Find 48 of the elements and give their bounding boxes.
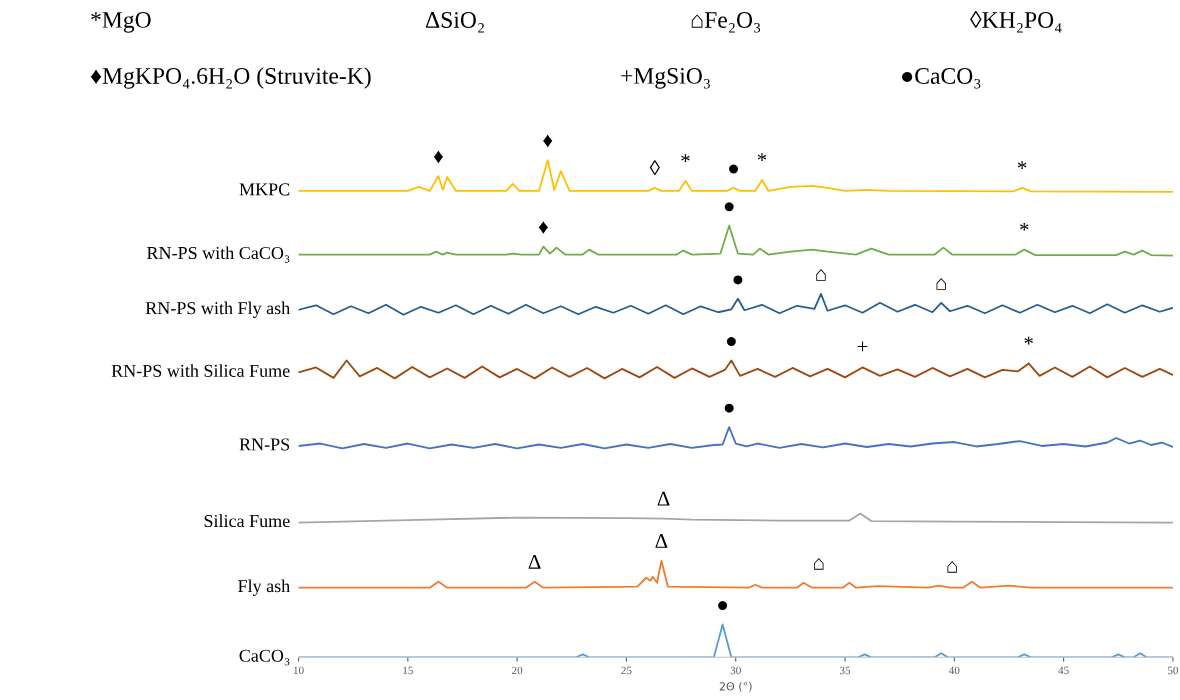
series-label: Fly ash — [238, 579, 290, 596]
series-label: RN-PS with Silica Fume — [111, 364, 290, 377]
annotation: ⌂ — [936, 278, 946, 290]
x-axis-title: 2Θ (°) — [719, 681, 752, 692]
annotation: * — [1024, 336, 1033, 345]
x-tick-label: 15 — [403, 666, 413, 675]
text: ●CaCO₃ — [902, 68, 981, 89]
annotation: ● — [729, 164, 739, 174]
annotation: Δ — [528, 554, 541, 569]
x-tick-label: 50 — [1168, 666, 1179, 675]
annotation: * — [1017, 161, 1027, 169]
annotation: Δ — [655, 534, 668, 548]
series-label: CaCO₃ — [239, 649, 290, 666]
annotation: ● — [726, 337, 736, 347]
series-label: MKPC — [239, 183, 290, 196]
x-tick-label: 45 — [1058, 666, 1069, 675]
series-label: RN-PS with CaCO₃ — [146, 246, 290, 263]
text: ◊KH₂PO₄ — [970, 11, 1062, 33]
annotation: ⌂ — [947, 560, 957, 573]
annotation: ♦ — [433, 150, 444, 164]
annotation: * — [757, 153, 767, 161]
annotation: ● — [718, 601, 728, 611]
annotation: ♦ — [543, 134, 553, 148]
text: ♦MgKPO₄.6H₂O (Struvite-K) — [90, 67, 371, 89]
x-tick-label: 20 — [512, 666, 523, 675]
annotation: + — [857, 341, 868, 352]
x-tick-label: 40 — [948, 666, 960, 675]
annotation: ◊ — [649, 160, 660, 175]
x-tick-label: 25 — [621, 666, 632, 675]
series-label: RN-PS — [239, 438, 290, 451]
text: *MgO — [91, 11, 151, 33]
annotation: ● — [724, 202, 734, 212]
text: ⌂Fe₂O₃ — [691, 12, 761, 33]
text: +MgSiO₃ — [621, 67, 710, 89]
text: ΔSiO₂ — [425, 12, 484, 33]
annotation: ♦ — [538, 221, 548, 234]
annotation: * — [1020, 222, 1029, 231]
x-tick-label: 35 — [840, 666, 851, 675]
series-label: RN-PS with Fly ash — [145, 301, 290, 318]
annotation: ⌂ — [816, 269, 826, 281]
annotation: ● — [733, 275, 743, 285]
x-tick-label: 10 — [293, 666, 304, 675]
annotation: Δ — [657, 491, 670, 506]
x-tick-label: 30 — [730, 666, 741, 675]
series-label: Silica Fume — [204, 514, 290, 528]
annotation: ⌂ — [814, 557, 824, 570]
annotation: ● — [724, 403, 734, 413]
annotation: * — [681, 154, 690, 162]
